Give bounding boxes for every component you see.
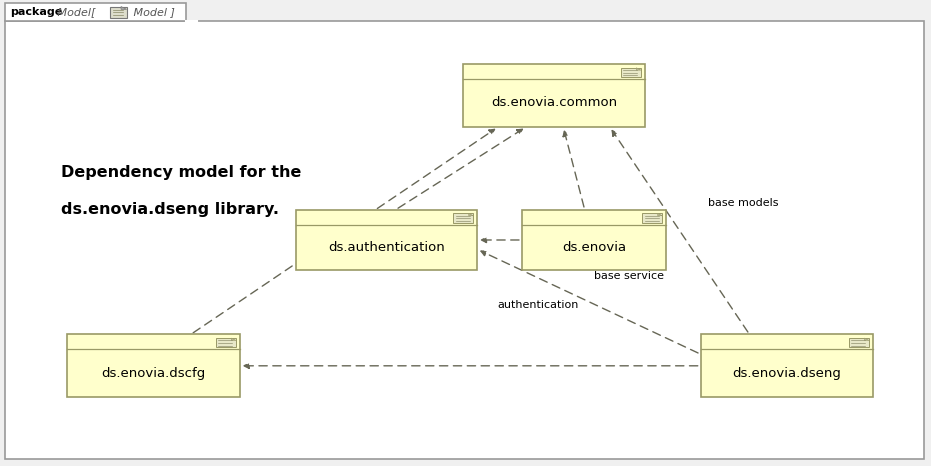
FancyBboxPatch shape	[521, 210, 666, 270]
Text: base models: base models	[708, 198, 778, 208]
Text: package: package	[10, 7, 62, 17]
FancyBboxPatch shape	[620, 68, 641, 77]
Text: Dependency model for the: Dependency model for the	[61, 165, 301, 180]
Polygon shape	[657, 213, 663, 216]
FancyBboxPatch shape	[67, 335, 240, 397]
Polygon shape	[468, 213, 473, 216]
Text: ds.authentication: ds.authentication	[328, 241, 445, 254]
FancyBboxPatch shape	[5, 21, 924, 459]
Polygon shape	[864, 338, 869, 340]
FancyBboxPatch shape	[849, 338, 869, 348]
FancyBboxPatch shape	[463, 64, 644, 127]
Text: base service: base service	[594, 271, 665, 281]
Text: ds.enovia.dscfg: ds.enovia.dscfg	[101, 367, 206, 380]
Text: authentication: authentication	[497, 300, 579, 310]
Text: ds.enovia.dseng: ds.enovia.dseng	[733, 367, 841, 380]
FancyBboxPatch shape	[641, 213, 663, 223]
Text: ds.enovia: ds.enovia	[562, 241, 626, 254]
Text: ds.enovia.common: ds.enovia.common	[491, 96, 617, 110]
Polygon shape	[121, 7, 127, 9]
FancyBboxPatch shape	[296, 210, 477, 270]
FancyBboxPatch shape	[452, 213, 473, 223]
Text: Model[: Model[	[54, 7, 95, 17]
Text: Model ]: Model ]	[130, 7, 175, 17]
Polygon shape	[231, 338, 236, 340]
Polygon shape	[636, 68, 641, 70]
FancyBboxPatch shape	[110, 7, 127, 18]
FancyBboxPatch shape	[700, 335, 873, 397]
Text: ds.enovia.dseng library.: ds.enovia.dseng library.	[61, 202, 278, 217]
FancyBboxPatch shape	[215, 338, 236, 348]
FancyBboxPatch shape	[5, 3, 186, 21]
